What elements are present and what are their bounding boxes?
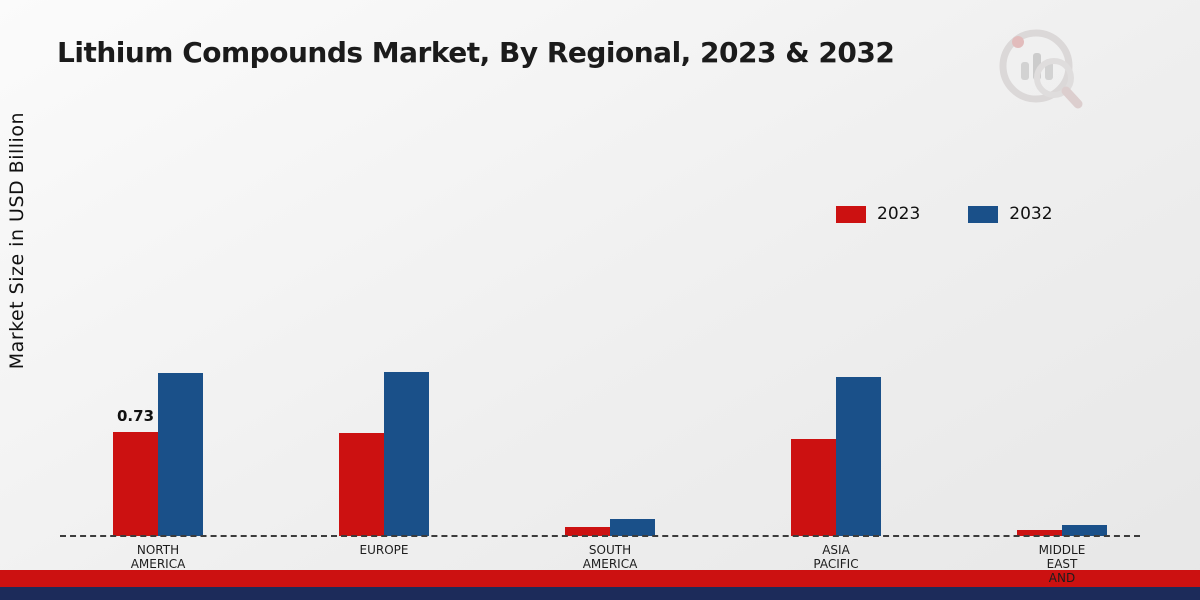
bar-2032-4 — [1062, 525, 1107, 536]
footer-navy-strip — [0, 587, 1200, 600]
bar-2032-3 — [836, 377, 881, 536]
bar-group-3: ASIA PACIFIC — [723, 136, 949, 571]
bar-group-1: EUROPE — [271, 136, 497, 557]
legend-label-2023: 2023 — [877, 204, 921, 224]
x-axis-baseline — [60, 535, 1140, 537]
legend-label-2032: 2032 — [1009, 204, 1053, 224]
bar-pair-3 — [791, 136, 881, 536]
category-label-4: MIDDLE EAST AND — [1038, 543, 1086, 585]
bar-2032-2 — [610, 519, 655, 536]
legend-swatch-2023 — [836, 205, 866, 223]
bar-2032-0 — [158, 373, 203, 536]
bar-2023-0: 0.73 — [113, 407, 158, 536]
legend-swatch-2032 — [968, 205, 999, 223]
bar-group-0: 0.73 NORTH AMERICA — [45, 136, 271, 571]
legend-item-2032: 2032 — [968, 204, 1053, 224]
bar-group-4: MIDDLE EAST AND — [949, 136, 1175, 585]
category-label-2: SOUTH AMERICA — [582, 543, 638, 571]
bar-2023-2 — [565, 527, 610, 536]
bar-pair-4 — [1017, 136, 1107, 536]
bar-group-2: SOUTH AMERICA — [497, 136, 723, 571]
category-label-3: ASIA PACIFIC — [813, 543, 859, 571]
bar-2023-3 — [791, 439, 836, 536]
bar-pair-2 — [565, 136, 655, 536]
bar-2032-1 — [384, 372, 429, 536]
brand-logo — [996, 26, 1088, 118]
category-label-1: EUROPE — [359, 543, 409, 557]
bar-2023-4 — [1017, 530, 1062, 536]
footer-red-strip — [0, 570, 1200, 587]
category-label-0: NORTH AMERICA — [130, 543, 186, 571]
plot-area: 0.73 NORTH AMERICA EUROPE SOUTH AMERICA ASIA PA… — [45, 136, 1175, 585]
bar-2023-1 — [339, 433, 384, 536]
bar-pair-1 — [339, 136, 429, 536]
y-axis-label: Market Size in USD Billion — [6, 112, 28, 370]
bar-pair-0: 0.73 — [113, 136, 203, 536]
bar-value-label: 0.73 — [116, 407, 155, 425]
legend-item-2023: 2023 — [836, 204, 920, 224]
chart-title: Lithium Compounds Market, By Regional, 2… — [57, 36, 895, 69]
bar-chart-magnifier-logo-icon — [999, 29, 1083, 109]
legend: 2023 2032 — [836, 204, 1053, 224]
